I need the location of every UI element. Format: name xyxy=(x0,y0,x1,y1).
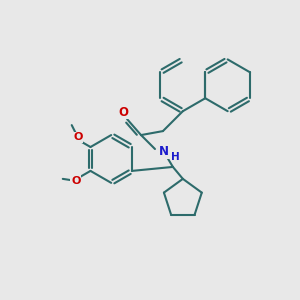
Text: O: O xyxy=(73,132,82,142)
Text: O: O xyxy=(71,176,80,186)
Text: H: H xyxy=(170,152,179,162)
Text: O: O xyxy=(118,106,128,119)
Text: N: N xyxy=(159,146,169,158)
